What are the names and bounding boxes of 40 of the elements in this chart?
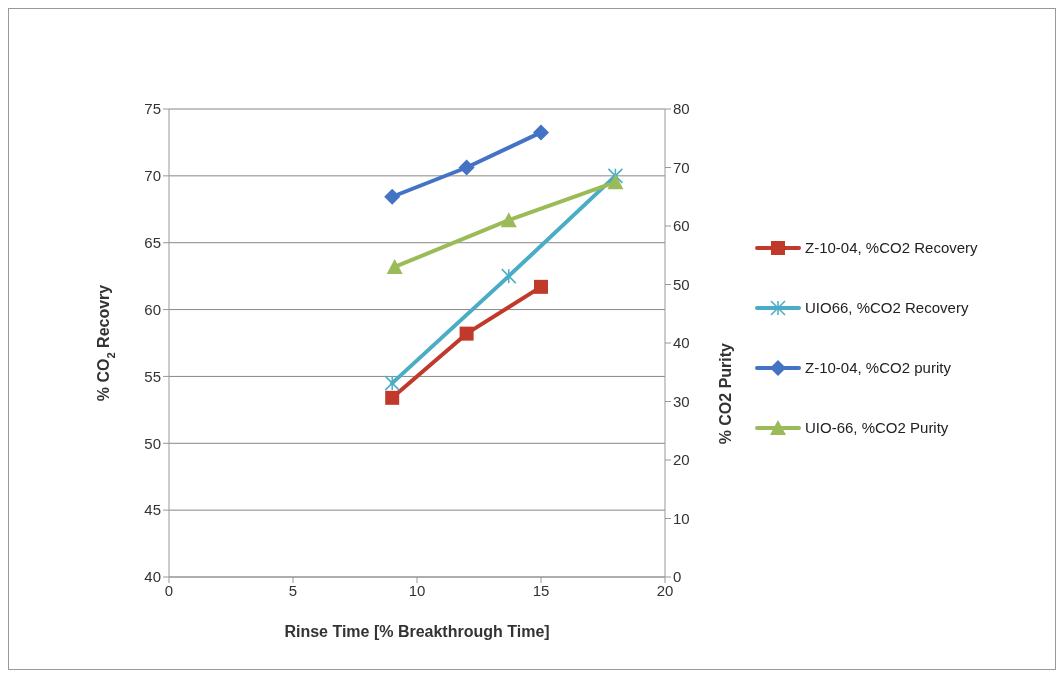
y2-tick-label: 0 bbox=[673, 568, 682, 586]
y2-tick-label: 40 bbox=[673, 334, 690, 352]
x-tick-label: 15 bbox=[532, 581, 550, 599]
legend-label: Z-10-04, %CO2 purity bbox=[805, 358, 951, 378]
legend-label: Z-10-04, %CO2 Recovery bbox=[805, 238, 978, 258]
y-tick-label: 55 bbox=[144, 367, 161, 385]
point bbox=[386, 258, 403, 274]
y2-tick-label: 50 bbox=[673, 275, 690, 293]
y2-tick-label: 20 bbox=[673, 451, 690, 469]
y-tick-label: 70 bbox=[144, 167, 161, 185]
x-axis-title: Rinse Time [% Breakthrough Time] bbox=[284, 623, 550, 640]
y-tick-label: 45 bbox=[144, 501, 161, 519]
y-tick-label: 50 bbox=[144, 434, 161, 452]
x-tick-label: 20 bbox=[656, 581, 674, 599]
y2-tick-label: 80 bbox=[673, 100, 690, 118]
y2-tick-label: 30 bbox=[673, 392, 690, 410]
legend-label: UIO-66, %CO2 Purity bbox=[805, 418, 949, 438]
point bbox=[384, 375, 400, 391]
point bbox=[385, 390, 400, 405]
x-tick-label: 10 bbox=[408, 581, 426, 599]
x-tick-label: 0 bbox=[164, 581, 174, 599]
y2-tick-label: 70 bbox=[673, 158, 690, 176]
point bbox=[534, 279, 548, 294]
point bbox=[607, 174, 624, 190]
x-tick-label: 5 bbox=[288, 581, 298, 599]
legend-label: UIO66, %CO2 Recovery bbox=[805, 298, 969, 318]
y-tick-label: 40 bbox=[144, 568, 161, 586]
point bbox=[500, 212, 517, 228]
point bbox=[384, 188, 401, 205]
y-tick-label: 65 bbox=[144, 234, 161, 252]
y2-axis-title: % CO2 Purity bbox=[716, 342, 734, 445]
y-tick-label: 60 bbox=[144, 300, 161, 318]
y-tick-label: 75 bbox=[144, 100, 161, 118]
point bbox=[533, 124, 549, 141]
point bbox=[458, 159, 475, 176]
y2-tick-label: 10 bbox=[673, 509, 690, 527]
point bbox=[459, 326, 474, 341]
point bbox=[607, 168, 624, 184]
point bbox=[501, 268, 517, 284]
y2-tick-label: 60 bbox=[673, 217, 690, 235]
